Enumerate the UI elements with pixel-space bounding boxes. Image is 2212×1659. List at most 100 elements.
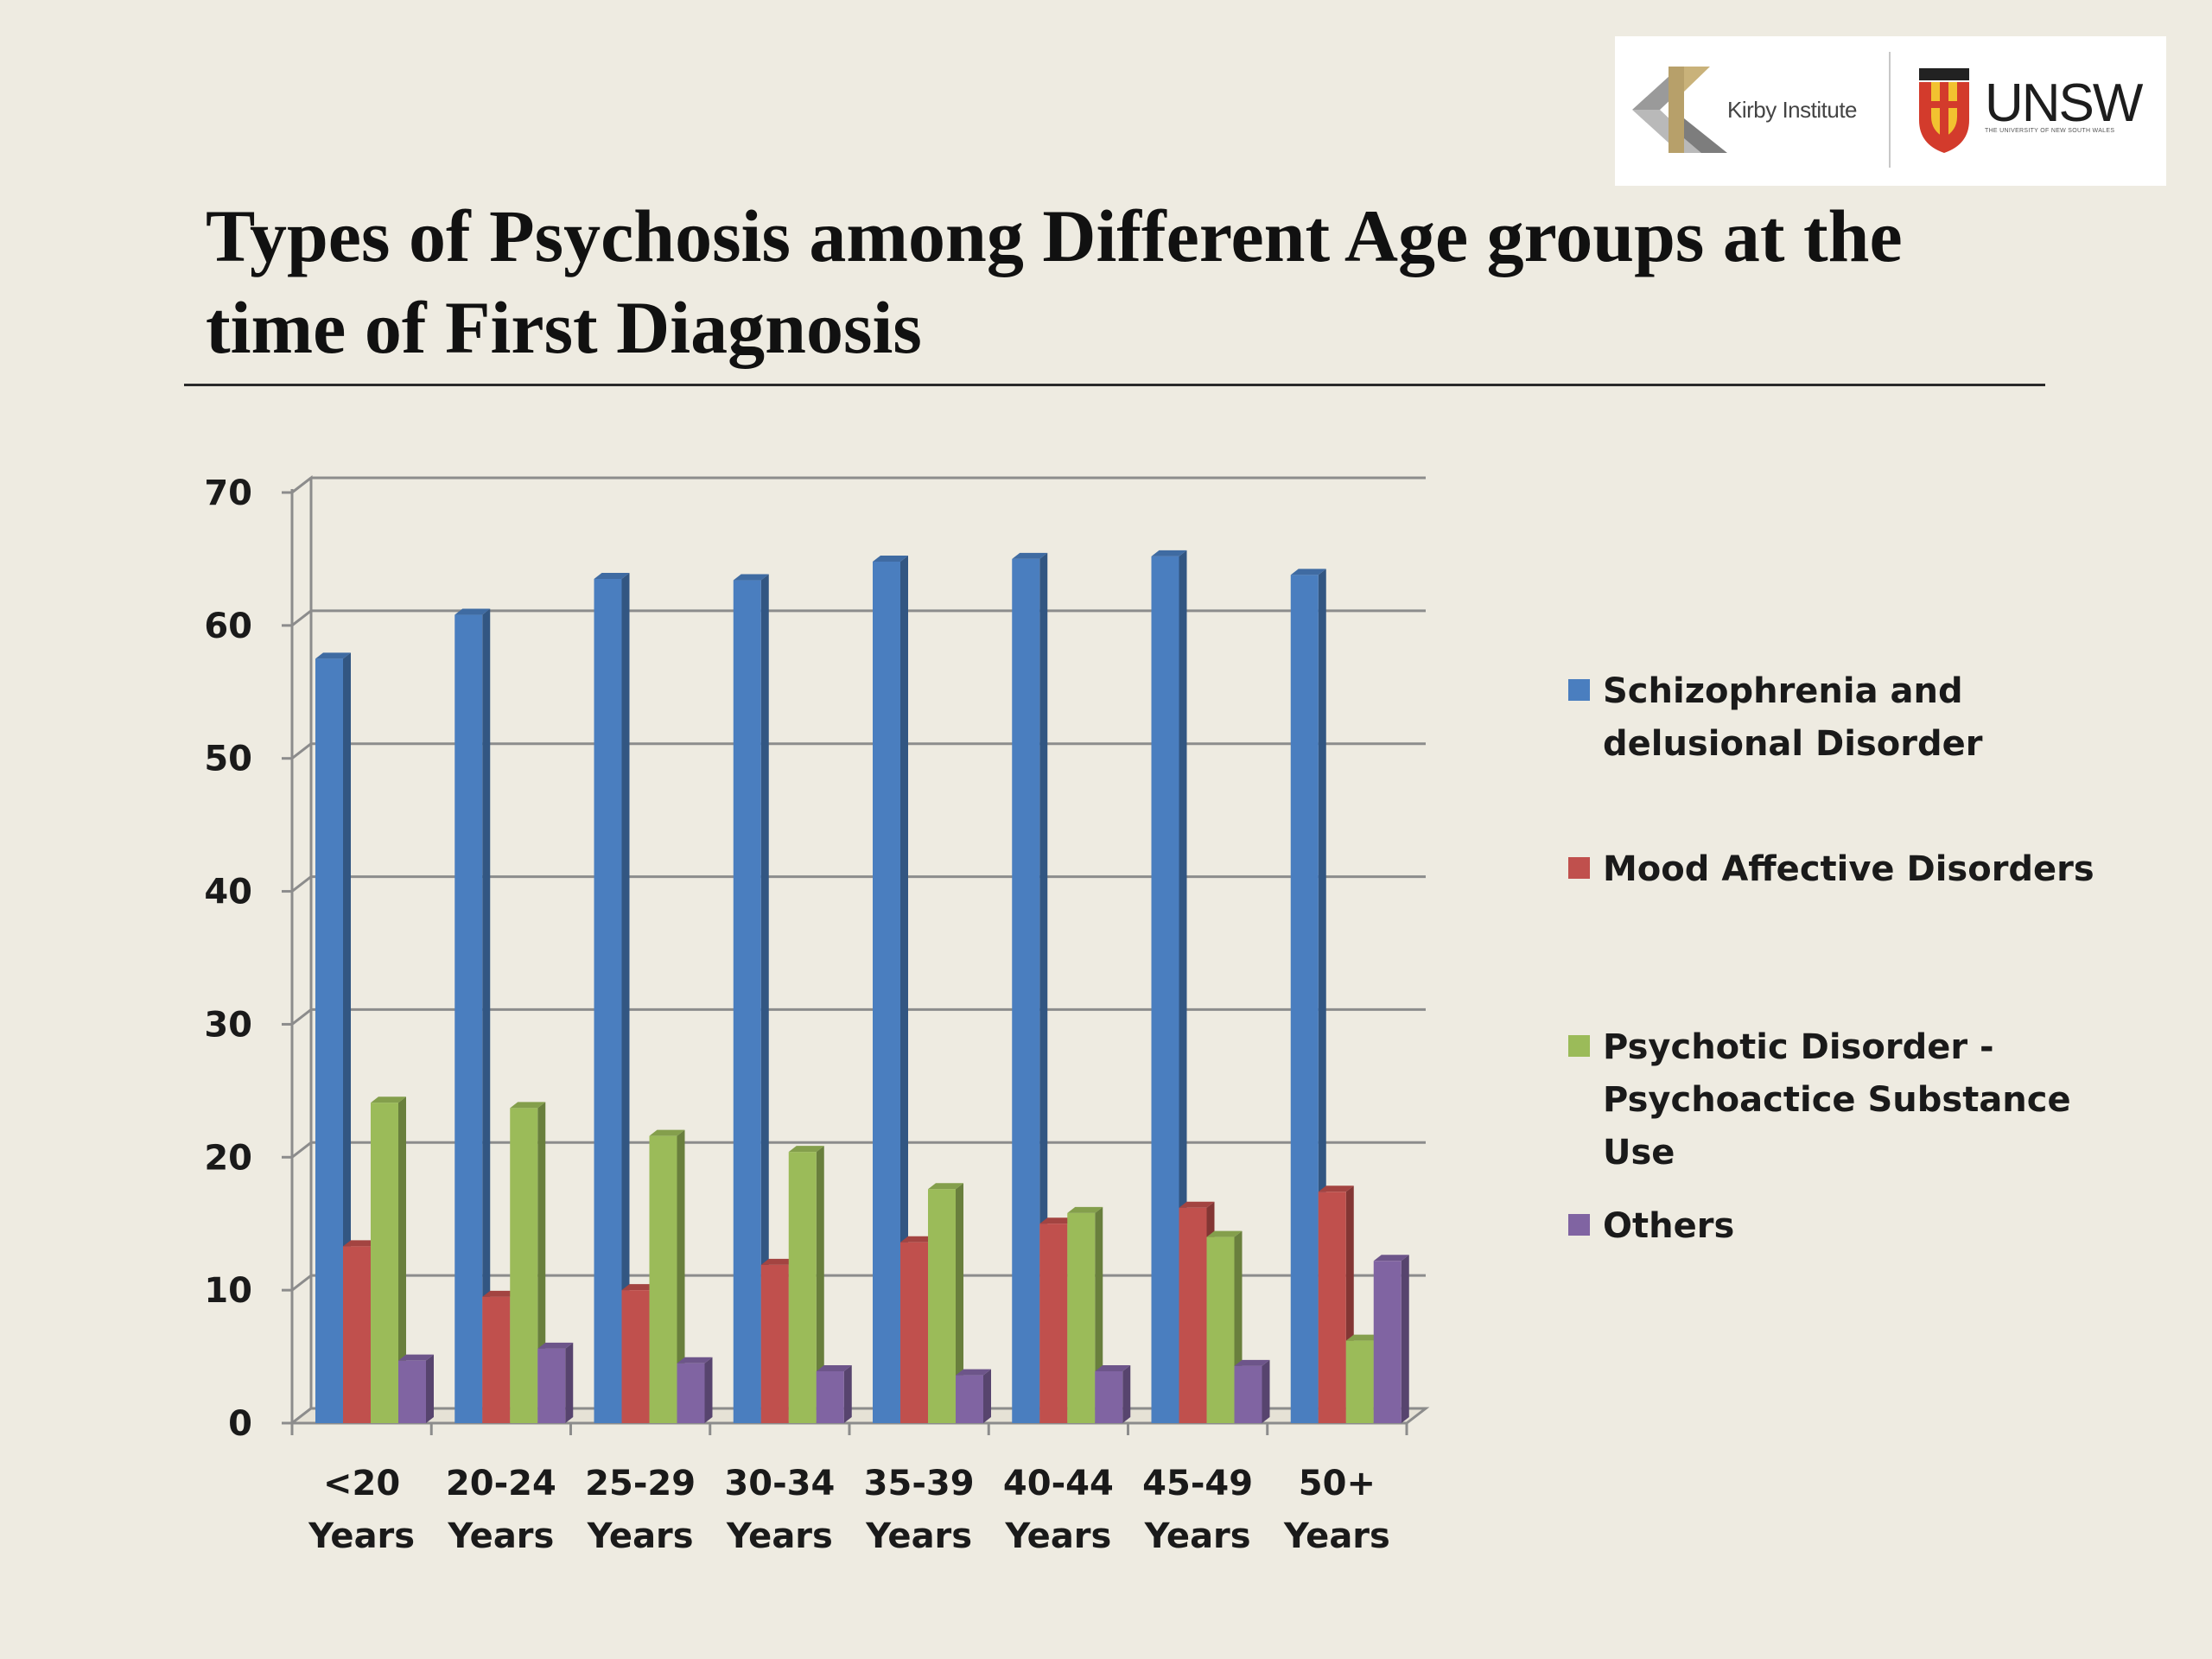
y-tick-label: 30	[204, 1005, 252, 1045]
y-tick-label: 0	[228, 1404, 252, 1444]
bar	[510, 1108, 538, 1423]
x-tick-label: Years	[587, 1516, 694, 1556]
bar	[537, 1348, 566, 1423]
bar	[1095, 1370, 1123, 1423]
bar-top	[733, 574, 769, 581]
title-divider	[184, 384, 2045, 386]
bar	[677, 1363, 705, 1423]
unsw-subtitle: THE UNIVERSITY OF NEW SOUTH WALES	[1985, 128, 2115, 134]
bar-side	[956, 1183, 963, 1423]
bar-side	[343, 652, 351, 1423]
bar	[1290, 575, 1319, 1423]
bar-top	[1234, 1359, 1270, 1366]
bar-top	[956, 1369, 991, 1376]
bar-top	[594, 573, 630, 580]
x-tick-label: 20-24	[446, 1464, 556, 1503]
y-tick-label: 20	[204, 1138, 252, 1178]
unsw-wordmark: UNSW	[1985, 73, 2143, 133]
logo-divider	[1889, 52, 1891, 168]
gridline-side	[291, 1141, 312, 1159]
bar-side	[704, 1357, 713, 1423]
bar-side	[482, 608, 491, 1423]
bar	[760, 1264, 789, 1423]
legend-label: Psychotic Disorder - Psychoactice Substan…	[1603, 1027, 2071, 1173]
bar-top	[1345, 1334, 1382, 1341]
bar-top	[315, 652, 351, 659]
bar-side	[1262, 1359, 1270, 1423]
bar	[1151, 556, 1179, 1423]
bar	[1318, 1192, 1346, 1423]
bar-top	[760, 1258, 797, 1265]
bar-top	[1067, 1206, 1103, 1213]
gridline-side	[291, 742, 312, 760]
x-tick-label: Years	[865, 1516, 972, 1556]
y-tick-label: 60	[204, 607, 252, 646]
gridline-side	[291, 609, 312, 627]
bar	[398, 1360, 426, 1423]
bar-top	[398, 1354, 434, 1361]
bar	[621, 1290, 650, 1423]
y-tick-label: 50	[204, 740, 252, 779]
chart-title: Types of Psychosis among Different Age g…	[206, 194, 1903, 369]
bar	[1234, 1365, 1262, 1423]
bar-top	[677, 1357, 713, 1363]
bar-side	[1401, 1255, 1409, 1423]
x-tick-label: 25-29	[585, 1464, 696, 1503]
bar-top	[1318, 1185, 1354, 1192]
bar-side	[537, 1102, 546, 1423]
bar	[1012, 558, 1040, 1423]
gridline-side	[291, 1274, 312, 1292]
bar-side	[398, 1096, 406, 1423]
x-tick-label: 45-49	[1142, 1464, 1253, 1503]
y-tick-label: 70	[204, 474, 252, 513]
bar	[371, 1103, 398, 1423]
bar-top	[482, 1290, 518, 1297]
institution-logos: Kirby Institute UNSW THE UNIVERSITY OF N…	[1615, 36, 2166, 186]
bar-side	[983, 1369, 991, 1423]
bar-side	[900, 556, 908, 1423]
bar	[1206, 1236, 1235, 1423]
bar	[594, 579, 622, 1423]
bar	[1179, 1207, 1207, 1423]
bar	[816, 1370, 844, 1423]
bar	[315, 658, 343, 1423]
legend-swatch	[1568, 857, 1590, 879]
x-tick-label: Years	[1004, 1516, 1111, 1556]
legend-label: Mood Affective Disorders	[1603, 849, 2094, 889]
bar-top	[928, 1183, 963, 1190]
bar-side	[677, 1129, 685, 1423]
legend-label: Others	[1603, 1206, 1735, 1246]
bar-top	[1151, 550, 1187, 556]
bar-side	[426, 1354, 434, 1423]
bar-top	[900, 1236, 936, 1243]
x-tick-label: Years	[447, 1516, 554, 1556]
bar-top	[1039, 1217, 1076, 1224]
bar-side	[1039, 552, 1048, 1423]
legend-swatch	[1568, 1035, 1590, 1057]
bar	[1039, 1224, 1068, 1423]
bar-top	[1095, 1364, 1131, 1371]
bar	[343, 1246, 371, 1423]
bar	[649, 1135, 677, 1423]
bar	[956, 1375, 983, 1423]
x-tick-label: Years	[726, 1516, 833, 1556]
bar-side	[621, 573, 630, 1423]
x-tick-label: Years	[308, 1516, 415, 1556]
bar-top	[1179, 1201, 1215, 1208]
bar-top	[454, 608, 491, 615]
x-tick-label: 40-44	[1003, 1464, 1114, 1503]
bar-top	[788, 1146, 824, 1153]
kirby-institute-wordmark: Kirby Institute	[1727, 97, 1858, 123]
bar-side	[565, 1342, 574, 1423]
bar-top	[649, 1129, 685, 1136]
bar-top	[1290, 569, 1326, 575]
bar-top	[1373, 1255, 1409, 1262]
legend-swatch	[1568, 679, 1590, 701]
bar-top	[621, 1284, 658, 1291]
legend-swatch	[1568, 1214, 1590, 1236]
gridline-side	[291, 476, 312, 494]
y-tick-label: 10	[204, 1271, 252, 1311]
bar-top	[537, 1342, 574, 1349]
bar-top	[816, 1364, 852, 1371]
kirby-institute-logo-icon	[1632, 67, 1727, 153]
